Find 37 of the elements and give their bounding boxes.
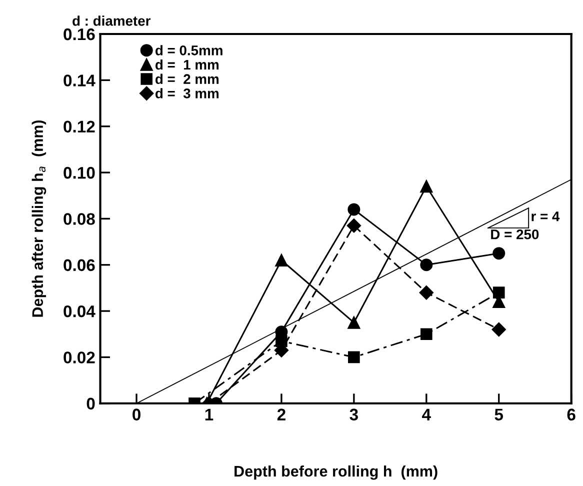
point [492,247,506,260]
point [420,258,433,272]
x-tick-label: 5 [494,408,504,420]
y-tick-label: 0.14 [64,74,96,86]
y-tick-label: 0.02 [64,352,95,364]
point [419,285,434,300]
y-tick-label: 0.04 [64,305,96,318]
legend-label: d = 2 mm [156,74,219,84]
x-tick-label: 4 [422,408,431,420]
point [348,316,360,329]
x-tick-label: 2 [277,408,286,420]
annotation: D = 250 [491,229,539,240]
y-tick-label: 0.08 [64,213,95,225]
y-tick-label: 0.10 [64,166,95,179]
y-tick-label: 0 [86,398,95,410]
y-tick-label: 0.06 [64,259,95,272]
x-tick-label: 3 [350,408,358,421]
y-tick-label: 0.12 [64,120,95,133]
legend-label: d = 0.5mm [156,45,222,56]
annotation: r = 4 [532,212,560,222]
point [420,180,433,193]
point [492,322,506,337]
x-axis-title: Depth before rolling h (mm) [234,465,438,480]
point [348,203,360,216]
y-axis-title: Depth after rolling h$_{a}$ (mm) [32,120,46,317]
legend-label: d = 3 mm [156,88,219,98]
legend-label: d = 1 mm [156,59,219,70]
point [492,286,505,298]
point [348,351,360,364]
y-tick-label: 0.16 [64,28,95,40]
x-tick-label: 1 [205,408,214,420]
point [420,328,432,340]
x-tick-label: 0 [132,408,140,420]
x-tick-label: 6 [567,408,576,420]
chart-title: d : diameter [72,16,151,26]
point [346,218,362,233]
point [275,254,288,267]
